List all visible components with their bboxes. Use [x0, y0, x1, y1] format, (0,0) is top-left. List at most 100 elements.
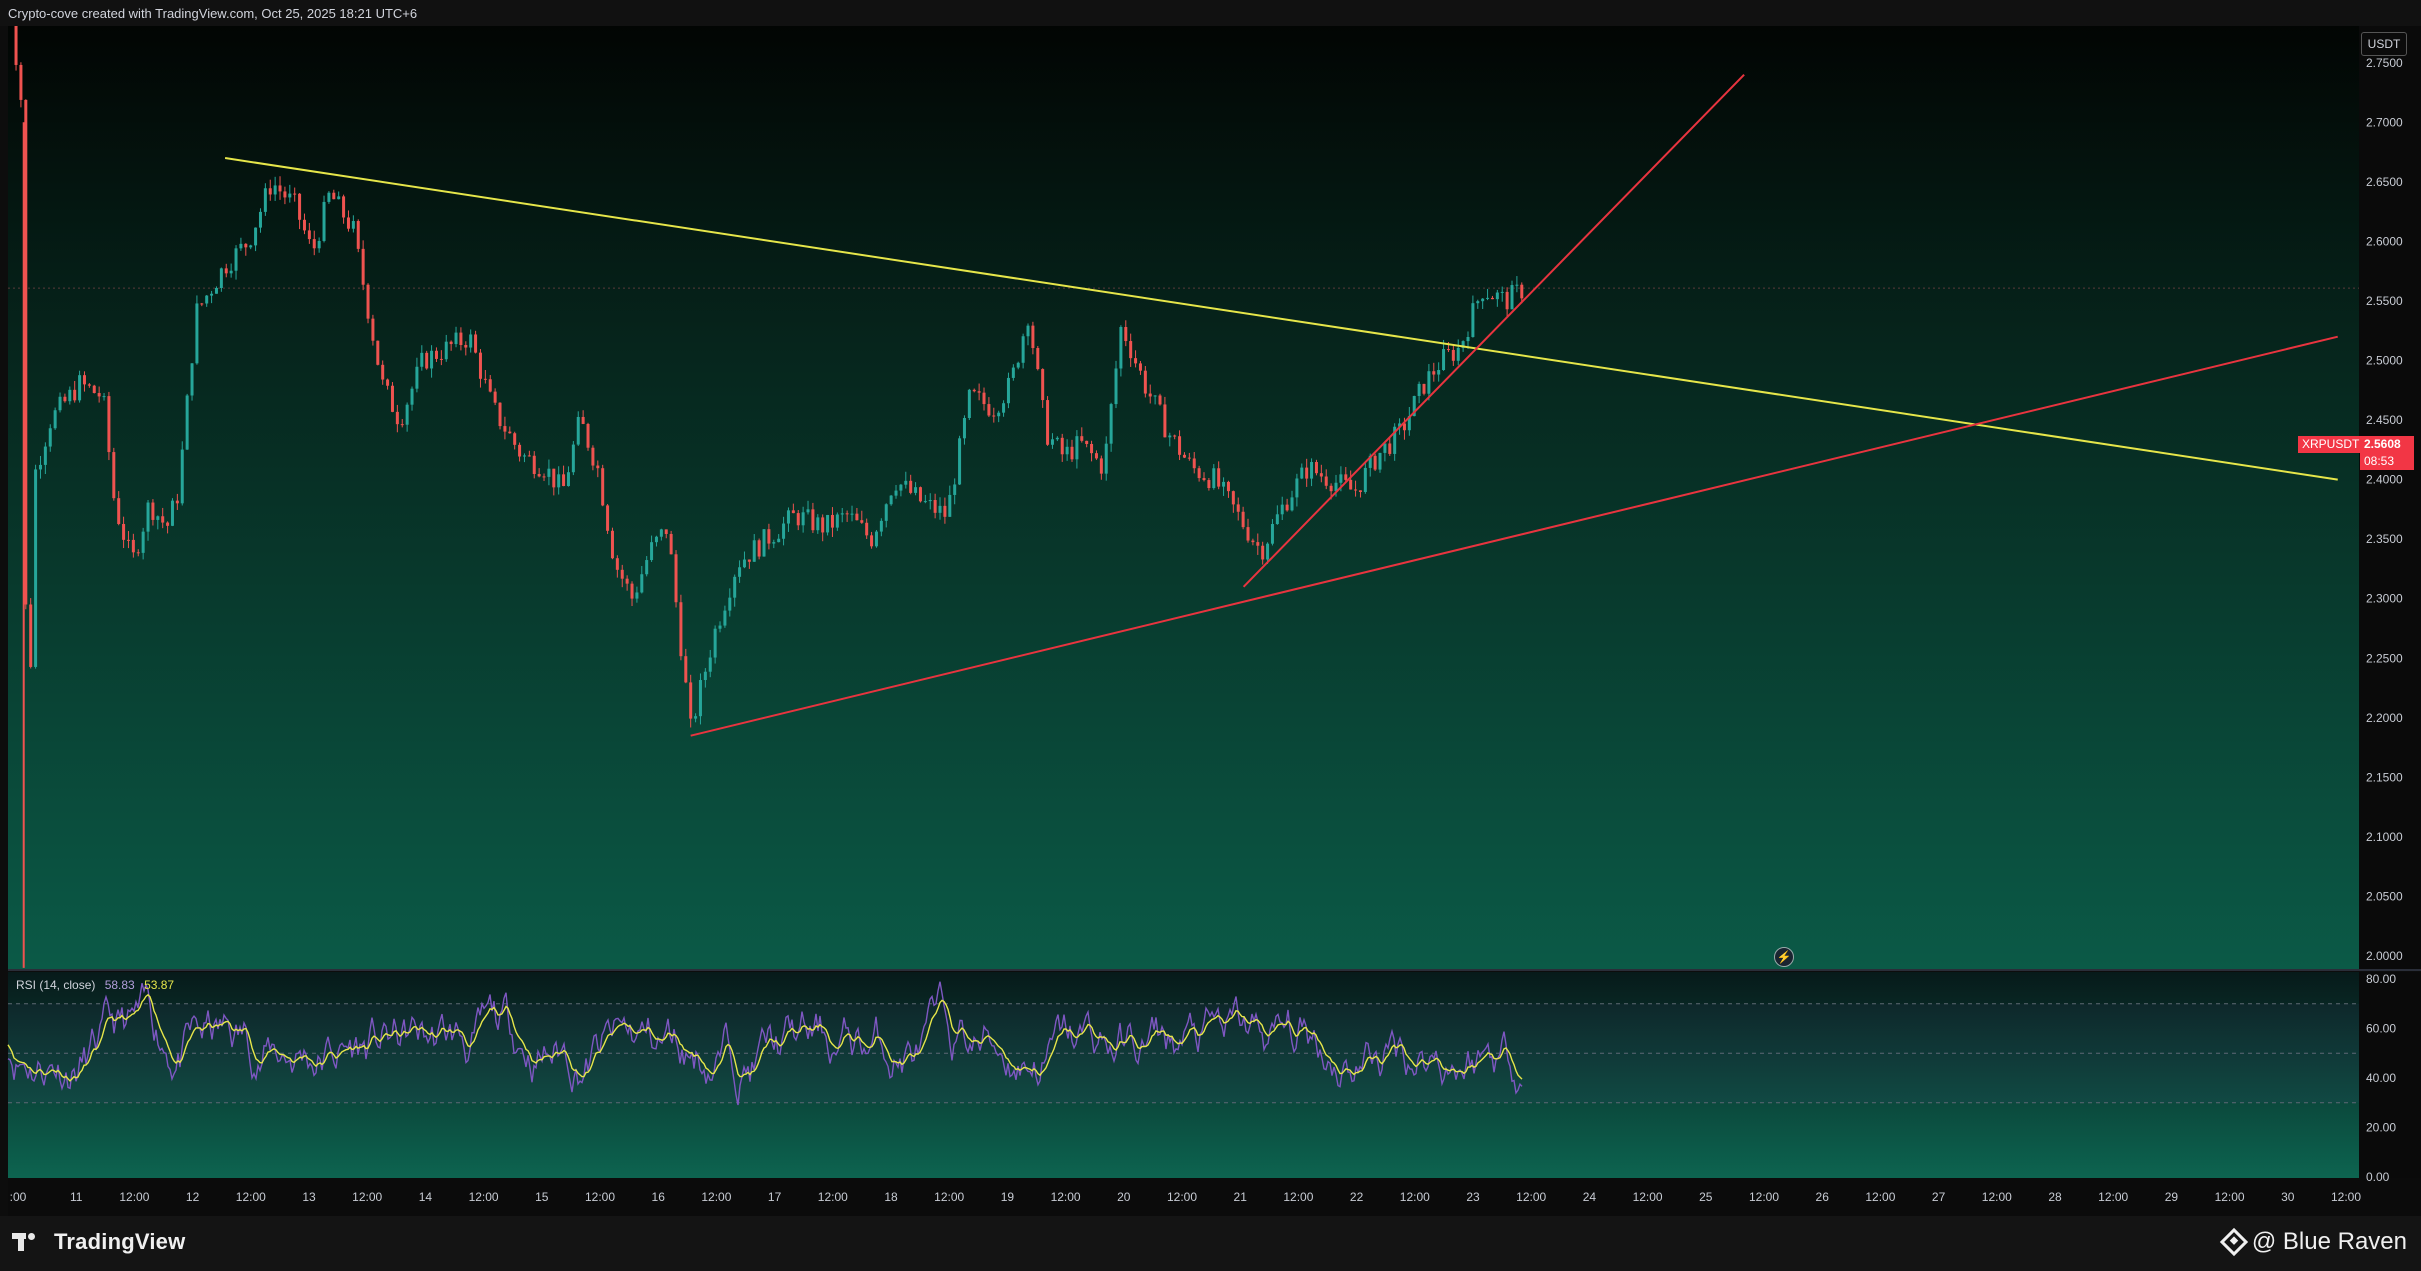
candle-body: [557, 474, 561, 488]
candle-body: [1222, 481, 1226, 487]
candle-body: [498, 402, 502, 427]
candle-body: [1197, 468, 1201, 479]
candle-body: [97, 393, 101, 397]
candle-body: [234, 248, 238, 271]
candle-body: [850, 513, 854, 515]
candle-body: [733, 576, 737, 598]
price-scale[interactable]: [2359, 26, 2421, 970]
candle-body: [1417, 383, 1421, 396]
candle-body: [210, 293, 214, 296]
candle-body: [767, 529, 771, 544]
time-tick: 12:00: [1633, 1190, 1663, 1204]
candle-body: [254, 227, 258, 246]
candle-body: [381, 364, 385, 380]
candle-body: [356, 221, 360, 249]
candle-body: [73, 389, 77, 401]
candles: [9, 0, 1524, 968]
candle-body: [469, 334, 473, 348]
candle-body: [645, 560, 649, 575]
chart-canvas[interactable]: 2.95002.90002.85002.80002.75002.70002.65…: [0, 0, 2421, 1216]
candle-body: [1134, 358, 1138, 364]
rsi-legend[interactable]: RSI (14, close) 58.83 53.87: [16, 978, 174, 992]
price-tick: 2.0500: [2366, 889, 2403, 903]
rsi-scale[interactable]: [2359, 972, 2421, 1178]
trendline-yellow-0[interactable]: [224, 157, 2338, 481]
candle-body: [488, 379, 492, 392]
candle-body: [1490, 297, 1494, 300]
time-tick: 12:00: [2215, 1190, 2245, 1204]
candle-body: [1505, 291, 1509, 310]
candle-body: [1168, 435, 1172, 438]
candle-body: [870, 535, 874, 547]
price-tick: 2.7000: [2366, 115, 2403, 129]
candle-body: [53, 410, 57, 429]
candle-body: [1192, 458, 1196, 469]
rsi-pane[interactable]: [8, 972, 2359, 1178]
candle-body: [997, 412, 1001, 417]
candle-body: [835, 514, 839, 528]
candle-body: [566, 472, 570, 487]
candle-body: [434, 350, 438, 359]
time-tick: 12:00: [352, 1190, 382, 1204]
candle-body: [610, 530, 614, 559]
trendline-red-2[interactable]: [1242, 73, 1745, 588]
time-tick: 12:00: [469, 1190, 499, 1204]
candle-body: [1153, 395, 1157, 397]
candle-body: [1016, 362, 1020, 368]
candle-body: [821, 517, 825, 533]
symbol-price-tag: XRPUSDT: [2298, 436, 2364, 453]
price-pane[interactable]: [8, 26, 2359, 970]
rsi-tick: 60.00: [2366, 1022, 2396, 1036]
candle-body: [1437, 370, 1441, 375]
candle-body: [170, 500, 174, 526]
candle-body: [694, 716, 698, 719]
candle-body: [1266, 543, 1270, 560]
price-tick: 2.6500: [2366, 175, 2403, 189]
candle-body: [899, 484, 903, 491]
candle-body: [1006, 377, 1010, 404]
candle-body: [1422, 383, 1426, 394]
time-tick: 12:00: [1167, 1190, 1197, 1204]
candle-body: [943, 505, 947, 517]
candle-body: [346, 217, 350, 229]
candle-body: [14, 2, 18, 65]
candle-body: [650, 542, 654, 561]
price-tick: 2.3000: [2366, 592, 2403, 606]
candle-body: [205, 295, 209, 304]
currency-button[interactable]: USDT: [2361, 32, 2407, 56]
bar-countdown: 08:53: [2360, 453, 2414, 470]
candle-body: [263, 188, 267, 212]
price-tick: 2.3500: [2366, 532, 2403, 546]
candle-body: [1358, 490, 1362, 493]
candle-body: [239, 243, 243, 249]
candle-body: [1402, 423, 1406, 431]
time-tick: 15: [535, 1190, 549, 1204]
candle-body: [43, 446, 47, 465]
candle-body: [1173, 435, 1177, 437]
time-axis[interactable]: [8, 1178, 2421, 1216]
candle-body: [801, 512, 805, 526]
price-tick: 2.1000: [2366, 830, 2403, 844]
time-tick: 12:00: [1400, 1190, 1430, 1204]
candle-body: [386, 379, 390, 386]
candle-body: [615, 558, 619, 570]
time-tick: 12:00: [1865, 1190, 1895, 1204]
candle-body: [537, 473, 541, 477]
candle-body: [826, 514, 830, 533]
candle-body: [1129, 341, 1133, 359]
candle-body: [68, 389, 72, 402]
candle-body: [1202, 478, 1206, 481]
candle-body: [703, 671, 707, 681]
candle-body: [1383, 443, 1387, 453]
candle-body: [728, 597, 732, 611]
candle-body: [293, 193, 297, 195]
trendlines[interactable]: [224, 73, 2338, 737]
candle-body: [772, 542, 776, 544]
trendline-red-1[interactable]: [690, 335, 2338, 737]
candle-body: [865, 522, 869, 536]
lightning-icon[interactable]: ⚡: [1774, 947, 1794, 967]
tradingview-logo[interactable]: TradingView: [12, 1229, 185, 1255]
candle-body: [1432, 371, 1436, 375]
candle-body: [1070, 446, 1074, 460]
candle-body: [38, 464, 42, 470]
